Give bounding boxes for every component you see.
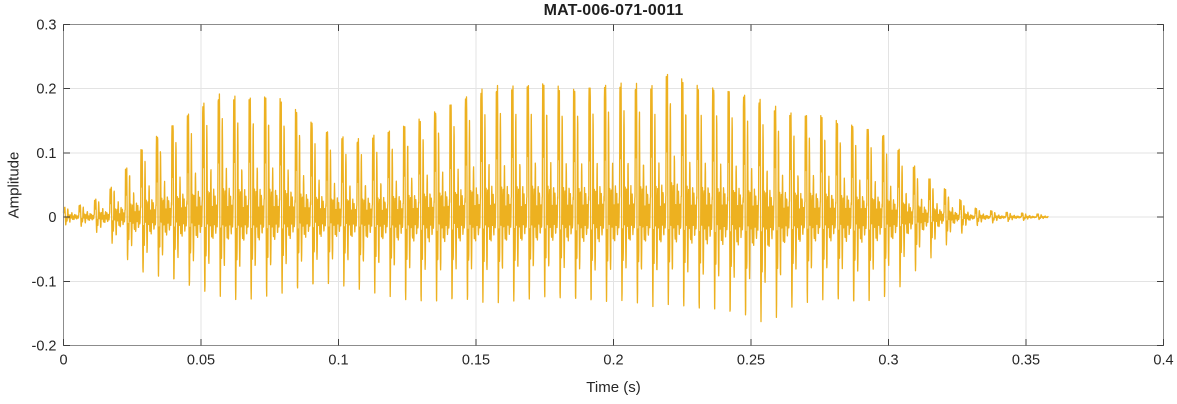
y-tick-label: 0 [48, 210, 56, 226]
y-axis-label: Amplitude [5, 151, 23, 219]
y-tick-label: -0.1 [32, 274, 57, 290]
waveform-line [62, 73, 1049, 323]
x-tick-label: 0.15 [462, 353, 490, 369]
x-tick-label: 0.25 [737, 353, 765, 369]
x-tick-label: 0.05 [187, 353, 215, 369]
x-tick-label: 0.3 [878, 353, 898, 369]
x-axis-label: Time (s) [586, 379, 641, 396]
x-tick-label: 0.4 [1153, 353, 1173, 369]
x-tick-label: 0.35 [1012, 353, 1040, 369]
x-tick-label: 0.2 [603, 353, 623, 369]
chart-title: MAT-006-071-0011 [543, 2, 684, 19]
y-tick-label: -0.2 [32, 339, 57, 355]
x-tick-label: 0 [59, 353, 67, 369]
y-tick-label: 0.2 [36, 82, 56, 98]
y-tick-label: 0.3 [36, 18, 56, 34]
y-tick-label: 0.1 [36, 146, 56, 162]
x-tick-label: 0.1 [328, 353, 348, 369]
